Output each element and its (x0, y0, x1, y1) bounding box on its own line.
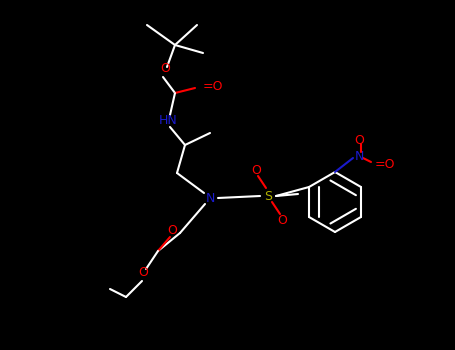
Text: N: N (354, 149, 364, 162)
Text: N: N (205, 191, 215, 204)
Text: O: O (160, 63, 170, 76)
Text: O: O (354, 133, 364, 147)
Text: O: O (251, 163, 261, 176)
Text: O: O (277, 214, 287, 226)
Text: S: S (264, 189, 272, 203)
Text: =O: =O (203, 80, 223, 93)
Text: O: O (138, 266, 148, 280)
Text: =O: =O (375, 158, 395, 170)
Text: HN: HN (159, 113, 177, 126)
Text: O: O (167, 224, 177, 238)
